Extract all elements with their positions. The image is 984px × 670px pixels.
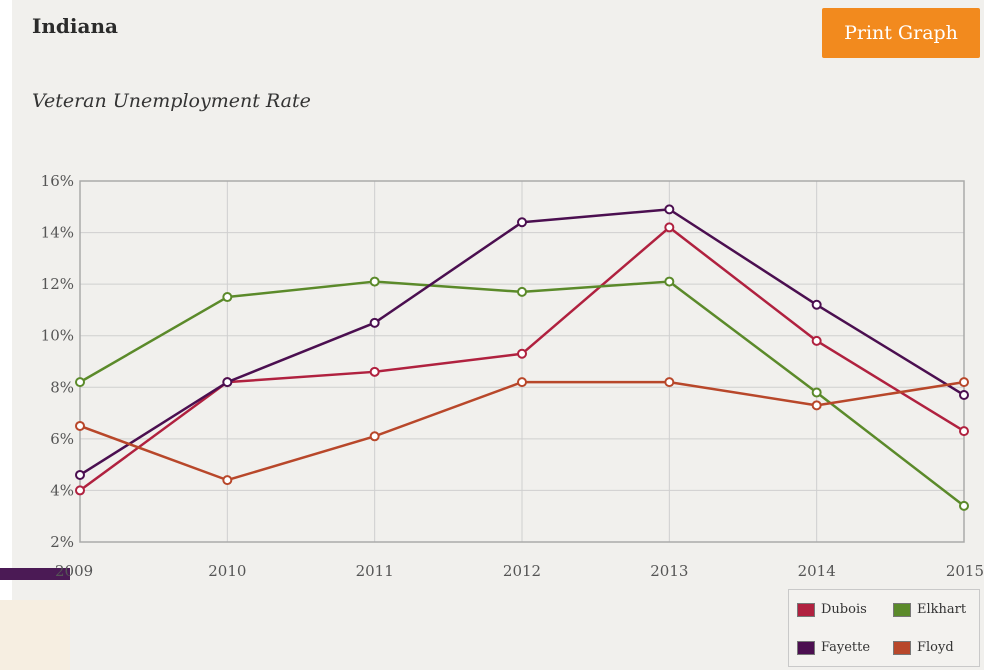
- data-point-floyd: [517, 377, 527, 388]
- x-tick-label: 2012: [503, 562, 541, 580]
- legend-swatch-dubois: [797, 602, 815, 617]
- y-tick-label: 4%: [50, 481, 74, 499]
- data-point-dubois: [664, 222, 675, 233]
- data-point-floyd: [75, 420, 85, 431]
- data-point-fayette: [369, 317, 380, 328]
- y-tick-label: 10%: [41, 327, 74, 345]
- x-tick-label: 2013: [650, 562, 688, 580]
- data-point-elkhart: [811, 387, 822, 398]
- legend-label-elkhart: Elkhart: [917, 602, 967, 617]
- legend-item-elkhart[interactable]: Elkhart: [893, 602, 966, 617]
- y-tick-label: 2%: [50, 533, 74, 551]
- y-tick-label: 6%: [50, 430, 74, 448]
- print-graph-button[interactable]: Print Graph: [822, 8, 980, 58]
- x-tick-label: 2014: [798, 562, 836, 580]
- legend-swatch-fayette: [797, 640, 815, 655]
- x-tick-label: 2011: [356, 562, 394, 580]
- legend-item-fayette[interactable]: Fayette: [797, 640, 870, 655]
- legend-label-floyd: Floyd: [917, 640, 954, 655]
- accent-bar: [0, 568, 70, 580]
- chart-legend: Dubois Elkhart Fayette Floyd: [788, 589, 980, 667]
- legend-item-dubois[interactable]: Dubois: [797, 602, 867, 617]
- plot-border: [79, 180, 965, 543]
- legend-swatch-floyd: [893, 640, 911, 655]
- y-tick-label: 16%: [41, 172, 74, 190]
- data-point-fayette: [222, 377, 233, 388]
- data-point-floyd: [959, 377, 969, 388]
- data-point-floyd: [664, 377, 675, 388]
- x-tick-label: 2015: [946, 562, 984, 580]
- state-title: Indiana: [32, 14, 118, 38]
- data-point-fayette: [517, 217, 527, 228]
- legend-label-dubois: Dubois: [821, 602, 867, 617]
- x-tick-label: 2010: [208, 562, 246, 580]
- data-point-floyd: [811, 400, 822, 411]
- data-point-dubois: [75, 485, 85, 496]
- data-point-elkhart: [75, 377, 85, 388]
- y-tick-label: 12%: [41, 275, 74, 293]
- x-tick-label: 2009: [55, 562, 93, 580]
- data-point-elkhart: [664, 276, 675, 287]
- data-point-fayette: [811, 299, 822, 310]
- chart-title: Veteran Unemployment Rate: [32, 90, 311, 112]
- data-point-elkhart: [959, 500, 969, 511]
- data-point-fayette: [75, 469, 85, 480]
- y-tick-label: 14%: [41, 224, 74, 242]
- data-point-floyd: [369, 431, 380, 442]
- data-point-fayette: [959, 390, 969, 401]
- data-point-elkhart: [517, 286, 527, 297]
- data-point-elkhart: [222, 292, 233, 303]
- accent-block: [0, 600, 70, 670]
- y-tick-label: 8%: [50, 378, 74, 396]
- data-point-floyd: [222, 475, 233, 486]
- legend-swatch-elkhart: [893, 602, 911, 617]
- data-point-dubois: [517, 348, 527, 359]
- data-point-fayette: [664, 204, 675, 215]
- legend-label-fayette: Fayette: [821, 640, 871, 655]
- data-point-elkhart: [369, 276, 380, 287]
- data-point-dubois: [369, 366, 380, 377]
- data-point-dubois: [811, 335, 822, 346]
- legend-item-floyd[interactable]: Floyd: [893, 640, 954, 655]
- data-point-dubois: [959, 426, 969, 437]
